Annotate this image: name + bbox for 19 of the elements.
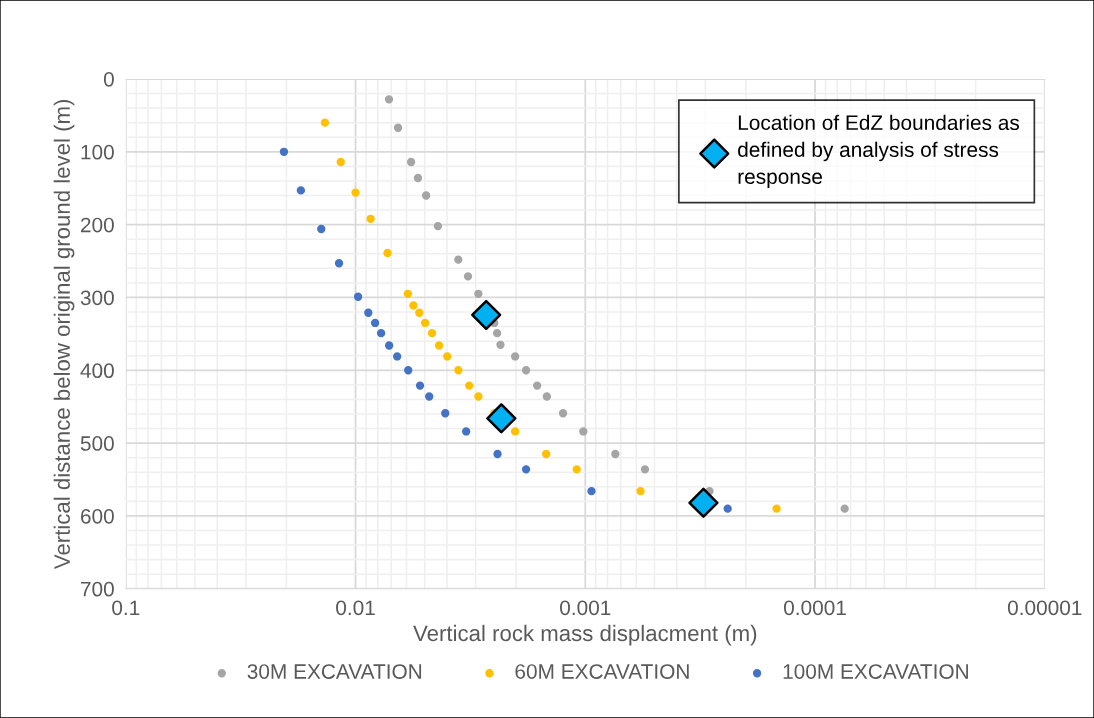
y-tick-label: 100 [81,144,114,160]
legend-label: 60M EXCAVATION [515,664,689,679]
x-tick-label: 0.0001 [783,600,846,616]
legend-label: 100M EXCAVATION [783,664,968,679]
x-tick-label: 0.01 [336,600,375,616]
x-axis-title: Vertical rock mass displacment (m) [413,624,757,646]
y-tick-label: 0 [103,71,114,87]
y-tick-label: 300 [80,290,114,306]
x-tick-label: 0.1 [112,600,140,616]
y-tick-label: 700 [81,581,114,597]
y-tick-label: 500 [80,436,114,451]
y-tick-label: 200 [80,217,114,233]
x-tick-label: 0.00001 [1007,600,1082,616]
y-tick-label: 400 [80,363,114,379]
legend-label: Location of EdZ boundaries as defined by analysis of stress response [738,114,1020,189]
y-tick-label: 600 [81,508,114,524]
legend-label: 30M EXCAVATION [247,664,422,679]
x-tick-label: 0.001 [560,600,611,616]
y-axis-title: Vertical distance below original ground level (m) [53,99,75,570]
